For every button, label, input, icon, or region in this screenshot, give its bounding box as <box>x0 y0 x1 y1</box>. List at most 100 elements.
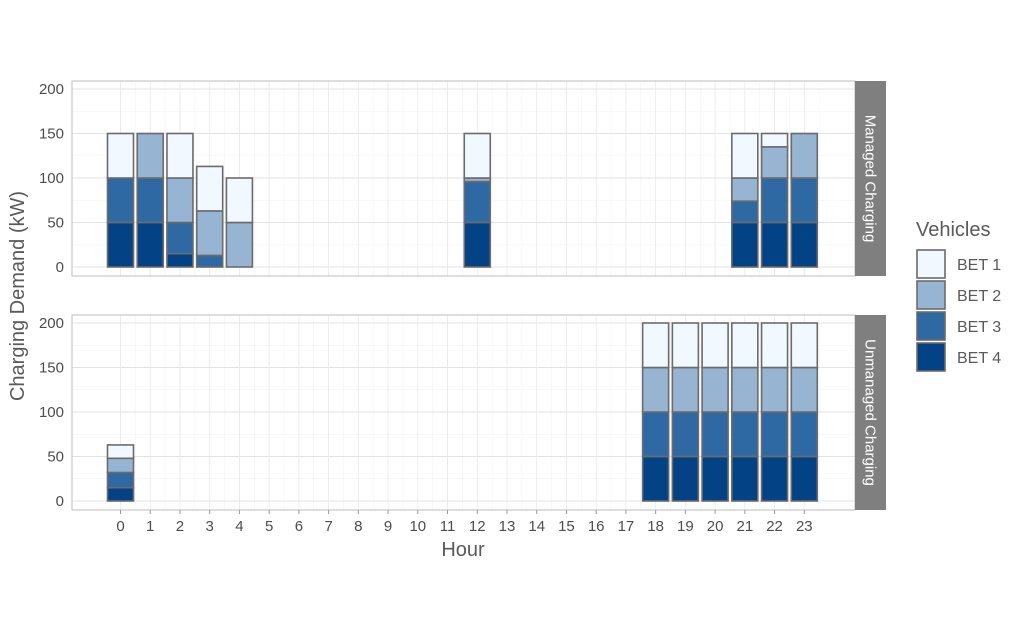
bar-segment-bet-1-hour-2 <box>166 132 194 179</box>
bar-segment-bet-2-hour-21 <box>731 366 759 413</box>
x-axis: 0 1 2 3 4 5 6 7 8 9 10 11 12 13 14 15 16 17 18 19 20 21 22 23 <box>116 510 813 535</box>
x-tick-label: 7 <box>324 518 332 535</box>
y-tick-label: 0 <box>56 493 64 510</box>
facet-strip <box>855 81 886 276</box>
bar-segment-bet-3-hour-21 <box>731 200 759 224</box>
x-tick-label: 15 <box>558 518 575 535</box>
bar-segment-bet-4-hour-0 <box>106 221 135 268</box>
y-axis-title: Charging Demand (kW) <box>7 191 29 401</box>
bar-segment-bet-1-hour-12 <box>463 132 492 179</box>
bar-segment-bet-4-hour-18 <box>641 455 670 502</box>
bar-segment-bet-4-hour-2 <box>166 252 194 268</box>
bar-segment-bet-2-hour-2 <box>166 177 194 224</box>
x-tick-label: 10 <box>409 518 426 535</box>
bar-segment-bet-1-hour-21 <box>731 132 759 179</box>
legend-swatch-bet-2 <box>916 280 946 310</box>
legend: Vehicles BET 1 BET 2 BET 3 BET 4 <box>916 219 1001 372</box>
bar-segment-bet-2-hour-21 <box>731 177 759 202</box>
x-tick-label: 17 <box>618 518 635 535</box>
bar-segment-bet-1-hour-22 <box>760 132 789 148</box>
bar-segment-bet-2-hour-20 <box>701 366 729 413</box>
bar-segment-bet-1-hour-4 <box>225 177 254 224</box>
bar-segment-bet-3-hour-0 <box>106 177 135 224</box>
legend-label: BET 3 <box>957 319 1001 336</box>
facet-strip <box>855 315 886 510</box>
panel-unmanaged: 0 50 100 150 200 Unmanaged Charging <box>39 314 886 511</box>
x-tick-label: 11 <box>440 518 456 535</box>
legend-label: BET 4 <box>957 350 1001 367</box>
legend-swatch-bet-3 <box>916 311 946 341</box>
bar-segment-bet-2-hour-18 <box>641 366 670 413</box>
bar-segment-bet-1-hour-20 <box>701 322 729 369</box>
bar-segment-bet-4-hour-22 <box>760 221 789 268</box>
bar-segment-bet-3-hour-18 <box>641 411 670 458</box>
x-tick-label: 6 <box>295 518 303 535</box>
bar-segment-bet-3-hour-19 <box>671 411 700 458</box>
bar-segment-bet-4-hour-0 <box>106 486 135 502</box>
x-tick-label: 0 <box>116 518 124 535</box>
bar-segment-bet-3-hour-22 <box>760 177 789 224</box>
bar-segment-bet-4-hour-21 <box>731 455 759 502</box>
bar-segment-bet-3-hour-21 <box>731 411 759 458</box>
x-tick-label: 14 <box>528 518 545 535</box>
bar-segment-bet-3-hour-0 <box>106 471 135 489</box>
panel-managed: 0 50 100 150 200 Managed Charging <box>39 80 886 277</box>
x-tick-label: 2 <box>176 518 184 535</box>
x-tick-label: 22 <box>766 518 783 535</box>
y-tick-label: 50 <box>47 215 64 232</box>
y-tick-label: 50 <box>47 449 64 466</box>
bar-segment-bet-2-hour-23 <box>790 366 819 413</box>
x-tick-label: 8 <box>354 518 362 535</box>
bar-segment-bet-3-hour-23 <box>790 411 819 458</box>
y-tick-label: 0 <box>56 259 64 276</box>
legend-swatch-bet-4 <box>916 342 946 372</box>
bar-segment-bet-4-hour-20 <box>701 455 729 502</box>
bar-segment-bet-1-hour-23 <box>790 322 819 369</box>
y-tick-label: 100 <box>39 404 64 421</box>
legend-label: BET 1 <box>957 257 1001 274</box>
x-axis-title: Hour <box>441 539 485 561</box>
bar-segment-bet-2-hour-0 <box>106 457 135 474</box>
x-tick-label: 4 <box>235 518 243 535</box>
bar-segment-bet-2-hour-23 <box>790 132 819 179</box>
x-tick-label: 12 <box>469 518 486 535</box>
bar-segment-bet-3-hour-3 <box>195 254 224 268</box>
x-tick-label: 18 <box>647 518 664 535</box>
bar-segment-bet-4-hour-23 <box>790 221 819 268</box>
bar-segment-bet-4-hour-23 <box>790 455 819 502</box>
bar-segment-bet-2-hour-4 <box>225 221 254 268</box>
bar-segment-bet-1-hour-18 <box>641 322 670 369</box>
bar-segment-bet-1-hour-19 <box>671 322 700 369</box>
legend-label: BET 2 <box>957 288 1001 305</box>
bar-segment-bet-2-hour-1 <box>136 132 165 179</box>
bar-segment-bet-3-hour-12 <box>463 180 492 224</box>
bar-segment-bet-3-hour-20 <box>701 411 729 458</box>
bar-segment-bet-4-hour-19 <box>671 455 700 502</box>
bar-segment-bet-2-hour-3 <box>195 210 224 257</box>
y-tick-label: 100 <box>39 170 64 187</box>
bar-segment-bet-1-hour-3 <box>195 165 224 212</box>
bar-segment-bet-3-hour-1 <box>136 177 165 224</box>
x-tick-label: 3 <box>206 518 214 535</box>
bar-segment-bet-3-hour-23 <box>790 177 819 224</box>
bar-segment-bet-4-hour-1 <box>136 221 165 268</box>
x-tick-label: 9 <box>384 518 392 535</box>
bar-segment-bet-1-hour-0 <box>106 132 135 179</box>
y-tick-label: 150 <box>39 126 64 143</box>
bar-segment-bet-2-hour-22 <box>760 146 789 179</box>
bar-segment-bet-3-hour-22 <box>760 411 789 458</box>
y-tick-label: 200 <box>39 315 64 332</box>
facet-strip-label: Managed Charging <box>862 115 879 243</box>
bar-segment-bet-4-hour-12 <box>463 221 492 268</box>
legend-title: Vehicles <box>916 219 991 241</box>
x-tick-label: 13 <box>499 518 516 535</box>
bar-segment-bet-3-hour-2 <box>166 221 194 255</box>
x-tick-label: 19 <box>677 518 694 535</box>
legend-swatch-bet-1 <box>916 249 946 279</box>
x-tick-label: 23 <box>796 518 813 535</box>
bar-segment-bet-1-hour-21 <box>731 322 759 369</box>
x-tick-label: 1 <box>146 518 154 535</box>
x-tick-label: 20 <box>707 518 724 535</box>
